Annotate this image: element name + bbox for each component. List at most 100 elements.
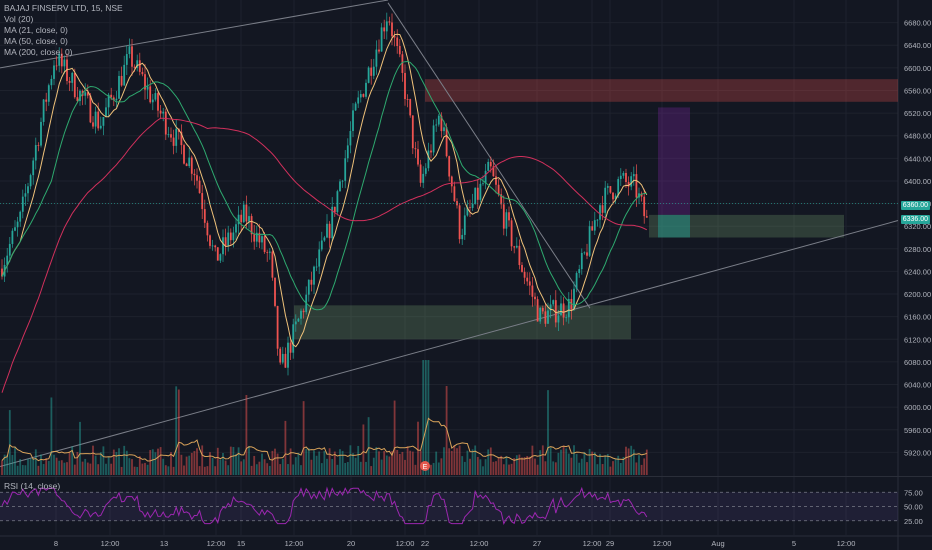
price-tick-label: 6080.00: [904, 358, 931, 367]
volume-bar: [81, 461, 84, 475]
candle-body: [92, 122, 94, 127]
volume-bar: [271, 450, 274, 475]
candle-body: [1, 268, 3, 277]
volume-bar: [167, 466, 170, 475]
candle-body: [237, 214, 240, 225]
candle-body: [640, 193, 643, 197]
volume-bar: [367, 417, 370, 475]
volume-bar: [242, 459, 245, 475]
candle-body: [401, 54, 404, 73]
candle-body: [339, 181, 341, 192]
volume-bar: [531, 445, 534, 475]
volume-bar: [515, 455, 518, 475]
candle-body: [123, 64, 126, 86]
last-price-tag: 6360.00: [900, 201, 930, 210]
volume-bar: [224, 460, 227, 475]
candle-body: [331, 206, 334, 239]
volume-bar: [450, 450, 453, 475]
volume-bar: [417, 421, 419, 475]
volume-bar: [235, 453, 237, 475]
volume-bar: [318, 451, 321, 475]
volume-bar: [552, 461, 555, 475]
candle-body: [263, 236, 266, 253]
volume-bar: [388, 456, 391, 475]
x-tick-label: 12:00: [837, 539, 856, 548]
volume-bar: [430, 464, 432, 475]
volume-bar: [198, 466, 201, 475]
candle-body: [583, 252, 586, 254]
candle-body: [128, 46, 131, 55]
candle-body: [388, 21, 391, 23]
candle-body: [437, 115, 440, 125]
x-tick-label: 12:00: [583, 539, 602, 548]
volume-bar: [27, 458, 29, 475]
candle-body: [328, 223, 331, 239]
rsi-level-label: 50.00: [904, 503, 923, 512]
volume-bar: [144, 462, 146, 475]
volume-bar: [554, 462, 557, 475]
volume-bar: [622, 457, 625, 475]
candle-body: [385, 21, 388, 32]
volume-bar: [521, 457, 523, 475]
candle-body: [367, 67, 370, 83]
volume-bar: [92, 445, 94, 475]
volume-bar: [94, 455, 97, 475]
volume-bar: [151, 449, 154, 475]
volume-bar: [627, 448, 630, 475]
volume-bar: [448, 448, 451, 475]
candle-body: [625, 173, 627, 183]
volume-bar: [131, 459, 133, 475]
candle-body: [354, 103, 357, 111]
candle-body: [24, 193, 27, 197]
volume-bar: [510, 463, 513, 475]
candle-body: [196, 175, 198, 181]
volume-bar: [638, 455, 640, 475]
volume-bar: [424, 360, 427, 475]
volume-bar: [378, 451, 380, 475]
candle-body: [146, 86, 149, 90]
candle-body: [27, 186, 29, 194]
candle-body: [601, 205, 604, 213]
volume-bar: [643, 458, 646, 475]
candle-body: [541, 307, 544, 312]
candle-body: [281, 353, 284, 363]
volume-bar: [227, 465, 230, 475]
x-tick-label: 12:00: [207, 539, 226, 548]
volume-bar: [89, 463, 92, 475]
volume-bar: [596, 464, 599, 475]
price-tick-label: 5960.00: [904, 426, 931, 435]
candle-body: [326, 223, 328, 238]
volume-bar: [141, 463, 144, 475]
volume-bar: [357, 445, 360, 475]
volume-bar: [71, 446, 74, 475]
price-tick-label: 6680.00: [904, 19, 931, 28]
candle-body: [349, 131, 352, 146]
volume-bar: [255, 464, 258, 475]
candle-body: [443, 127, 445, 132]
candle-body: [164, 111, 167, 135]
volume-bar: [97, 464, 100, 475]
volume-bar: [578, 462, 581, 475]
volume-bar: [375, 447, 378, 475]
volume-bar: [193, 451, 196, 475]
candle-body: [172, 137, 175, 146]
candle-body: [635, 174, 638, 198]
candle-body: [599, 205, 601, 220]
trendline-desc: [387, 2, 591, 309]
candle-body: [307, 279, 310, 295]
volume-bar: [287, 464, 289, 475]
volume-bar: [201, 445, 204, 475]
volume-bar: [66, 462, 68, 475]
volume-bar: [409, 450, 412, 475]
candle-body: [300, 310, 302, 319]
candle-body: [528, 281, 531, 286]
price-tick-label: 6640.00: [904, 41, 931, 50]
price-tick-label: 6400.00: [904, 177, 931, 186]
volume-bar: [575, 453, 578, 475]
volume-bar: [365, 461, 367, 475]
candle-body: [565, 317, 568, 319]
candle-body: [500, 194, 503, 205]
volume-bar: [24, 465, 27, 475]
candle-body: [250, 216, 253, 235]
